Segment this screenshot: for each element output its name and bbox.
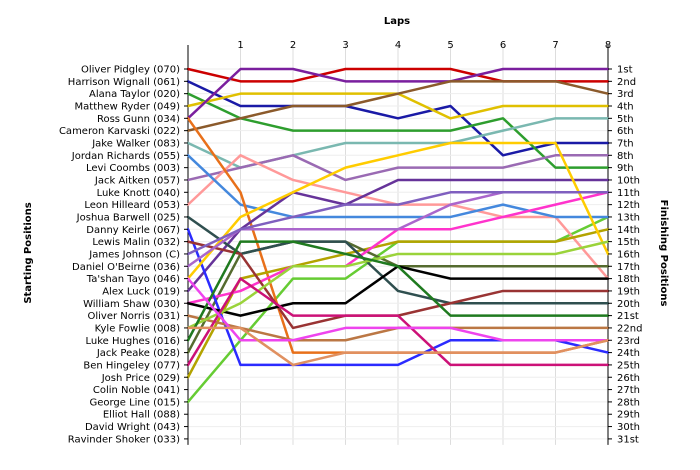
starting-position-label: Harrison Wignall (061)	[68, 77, 180, 88]
finishing-position-label: 30th	[617, 422, 640, 433]
driver-position-line	[186, 240, 610, 342]
starting-position-label: Jordan Richards (055)	[71, 151, 180, 162]
starting-position-label: Daniel O'Beirne (036)	[72, 262, 180, 273]
finishing-position-label: 13th	[617, 212, 640, 223]
finishing-position-label: 24th	[617, 348, 640, 359]
finishing-position-label: 23rd	[617, 336, 640, 347]
starting-position-label: Leon Hilleard (053)	[84, 200, 180, 211]
starting-position-label: William Shaw (030)	[83, 299, 180, 310]
starting-position-label: Ravinder Shoker (033)	[68, 434, 180, 445]
finishing-position-label: 11th	[617, 188, 640, 199]
starting-position-label: Lewis Malin (032)	[92, 237, 180, 248]
finishing-position-label: 16th	[617, 249, 640, 260]
driver-position-line	[186, 178, 610, 293]
finishing-position-label: 1st	[617, 65, 633, 76]
starting-position-label: Luke Hughes (016)	[86, 336, 181, 347]
finishing-position-label: 9th	[617, 163, 634, 174]
finishing-position-label: 29th	[617, 410, 640, 421]
driver-position-line	[186, 228, 610, 379]
starting-position-label: Elliot Hall (088)	[103, 410, 180, 421]
lap-tick-label: 8	[605, 40, 611, 51]
finishing-position-label: 27th	[617, 385, 640, 396]
finishing-position-label: 19th	[617, 286, 640, 297]
starting-position-label: Alex Luck (019)	[102, 286, 180, 297]
starting-position-label: Kyle Fowlie (008)	[95, 323, 180, 334]
starting-position-label: Oliver Norris (031)	[88, 311, 181, 322]
starting-position-label: David Wright (043)	[85, 422, 180, 433]
lap-tick-label: 3	[342, 40, 348, 51]
finishing-position-label: 6th	[617, 126, 634, 137]
finishing-position-label: 20th	[617, 299, 640, 310]
lap-tick-label: 6	[500, 40, 506, 51]
starting-position-label: Ta'shan Tayo (046)	[86, 274, 180, 285]
x-axis-title: Laps	[384, 16, 410, 27]
labels: Laps Starting Positions Finishing Positi…	[23, 16, 669, 445]
starting-position-label: Josh Price (029)	[101, 373, 180, 384]
finishing-position-label: 2nd	[617, 77, 636, 88]
starting-position-label: Danny Keirle (067)	[86, 225, 180, 236]
lap-tick-label: 5	[447, 40, 453, 51]
driver-position-line	[186, 80, 610, 132]
starting-position-label: Jake Walker (083)	[91, 138, 180, 149]
finishing-position-label: 31st	[617, 434, 639, 445]
finishing-position-label: 22nd	[617, 323, 642, 334]
series-lines	[186, 67, 610, 404]
starting-position-label: James Johnson (C)	[88, 249, 180, 260]
driver-position-line	[186, 92, 610, 169]
finishing-position-label: 7th	[617, 138, 634, 149]
finishing-position-label: 25th	[617, 360, 640, 371]
starting-position-label: Luke Knott (040)	[97, 188, 181, 199]
y-axis-title-left: Starting Positions	[23, 202, 34, 303]
finishing-position-label: 12th	[617, 200, 640, 211]
starting-position-label: Alana Taylor (020)	[89, 89, 180, 100]
driver-position-line	[186, 80, 610, 157]
starting-position-label: Matthew Ryder (049)	[75, 101, 181, 112]
driver-position-line	[186, 141, 610, 280]
finishing-position-label: 10th	[617, 175, 640, 186]
starting-position-label: Joshua Barwell (025)	[76, 212, 180, 223]
lap-tick-label: 1	[237, 40, 243, 51]
starting-position-label: Oliver Pidgley (070)	[81, 65, 180, 76]
finishing-position-label: 15th	[617, 237, 640, 248]
finishing-position-label: 17th	[617, 262, 640, 273]
starting-position-label: Jack Aitken (057)	[94, 175, 180, 186]
lap-tick-label: 2	[290, 40, 296, 51]
driver-position-line	[186, 191, 610, 256]
starting-position-label: Cameron Karvaski (022)	[59, 126, 180, 137]
starting-position-label: Jack Peake (028)	[96, 348, 180, 359]
finishing-position-label: 21st	[617, 311, 639, 322]
finishing-position-label: 3rd	[617, 89, 634, 100]
lap-tick-label: 7	[552, 40, 558, 51]
finishing-position-label: 14th	[617, 225, 640, 236]
lap-tick-label: 4	[395, 40, 401, 51]
starting-position-label: Ben Hingeley (077)	[83, 360, 180, 371]
driver-position-line	[186, 215, 610, 305]
starting-position-label: Ross Gunn (034)	[97, 114, 180, 125]
finishing-position-label: 28th	[617, 397, 640, 408]
driver-position-line	[186, 326, 610, 367]
driver-position-line	[186, 67, 610, 120]
y-axis-title-right: Finishing Positions	[658, 200, 669, 307]
finishing-position-label: 5th	[617, 114, 634, 125]
finishing-position-label: 26th	[617, 373, 640, 384]
starting-position-label: Colin Noble (041)	[93, 385, 180, 396]
finishing-position-label: 18th	[617, 274, 640, 285]
finishing-position-label: 8th	[617, 151, 634, 162]
finishing-position-label: 4th	[617, 101, 634, 112]
starting-position-label: Levi Coombs (003)	[86, 163, 180, 174]
starting-position-label: George Line (015)	[89, 397, 180, 408]
driver-position-line	[186, 277, 610, 367]
